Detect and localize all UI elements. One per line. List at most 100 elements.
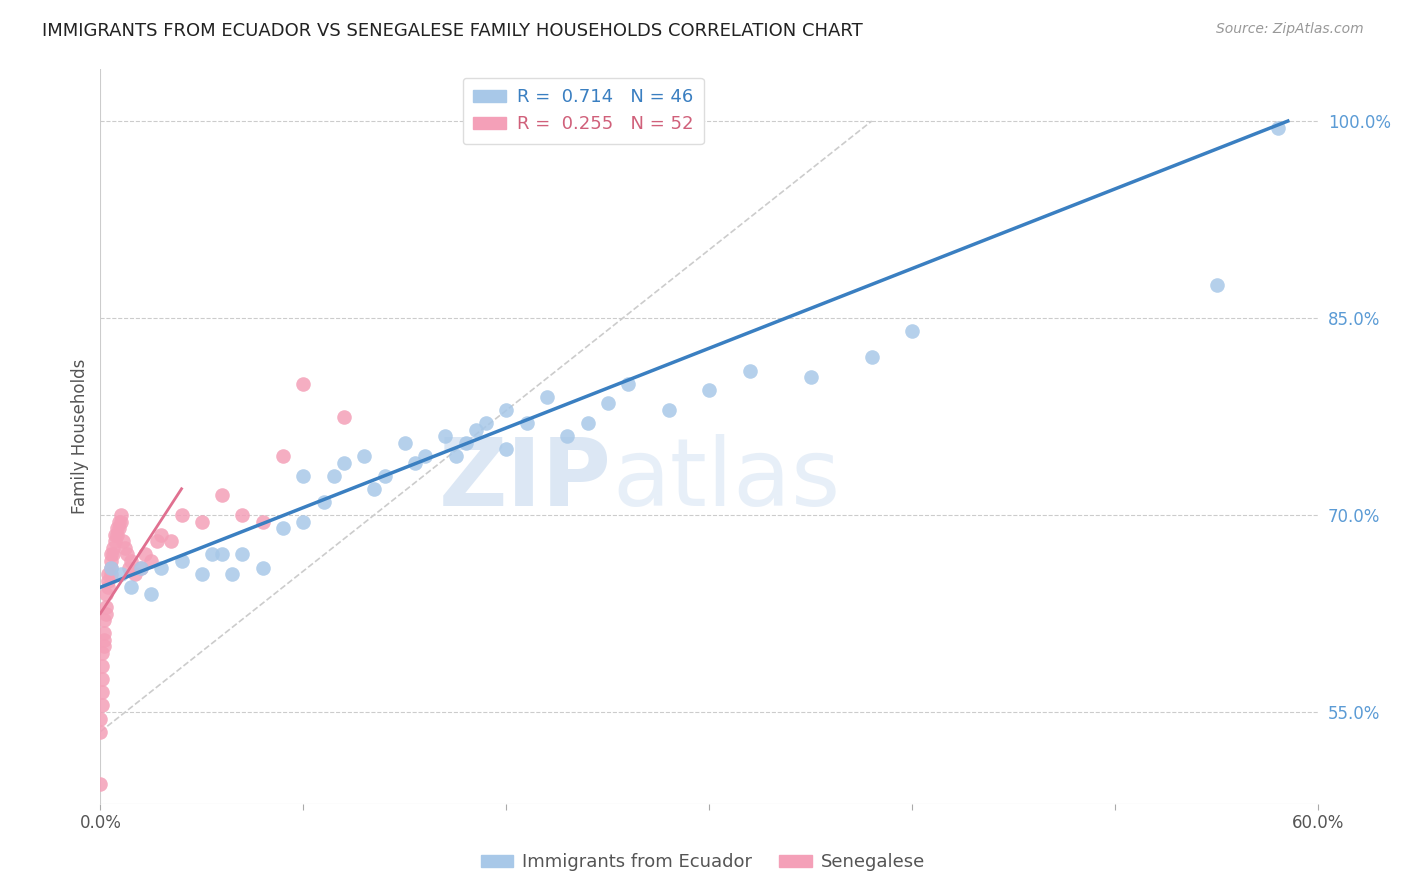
Point: [221, 567, 243, 582]
Point: [91, 672, 114, 686]
Point: [292, 376, 315, 391]
Point: [89, 777, 111, 791]
Point: [495, 442, 517, 457]
Point: [697, 384, 720, 398]
Point: [115, 548, 138, 562]
Point: [596, 396, 619, 410]
Point: [91, 685, 114, 699]
Point: [105, 521, 128, 535]
Point: [124, 567, 146, 582]
Point: [536, 390, 558, 404]
Point: [617, 376, 640, 391]
Point: [110, 567, 132, 582]
Point: [100, 548, 122, 562]
Point: [170, 508, 193, 522]
Point: [91, 698, 114, 713]
Text: ZIP: ZIP: [439, 434, 612, 526]
Point: [111, 534, 134, 549]
Point: [134, 548, 156, 562]
Point: [901, 324, 924, 338]
Point: [1267, 120, 1289, 135]
Point: [252, 515, 274, 529]
Point: [1205, 278, 1227, 293]
Point: [110, 508, 132, 522]
Point: [394, 435, 416, 450]
Point: [129, 560, 152, 574]
Point: [120, 554, 142, 568]
Point: [96, 599, 118, 614]
Point: [271, 521, 294, 535]
Point: [191, 515, 214, 529]
Point: [404, 456, 426, 470]
Point: [93, 640, 115, 654]
Point: [107, 521, 129, 535]
Point: [96, 587, 118, 601]
Point: [464, 423, 486, 437]
Point: [373, 468, 395, 483]
Point: [231, 508, 253, 522]
Point: [271, 449, 294, 463]
Point: [211, 548, 233, 562]
Point: [576, 416, 599, 430]
Point: [100, 560, 122, 574]
Point: [139, 587, 162, 601]
Point: [114, 541, 136, 555]
Point: [252, 560, 274, 574]
Point: [211, 488, 233, 502]
Point: [555, 429, 578, 443]
Point: [93, 626, 115, 640]
Point: [292, 468, 315, 483]
Point: [738, 363, 761, 377]
Point: [110, 515, 132, 529]
Point: [333, 456, 356, 470]
Point: [97, 567, 120, 582]
Point: [97, 580, 120, 594]
Point: [444, 449, 467, 463]
Point: [120, 580, 142, 594]
Point: [413, 449, 436, 463]
Point: [201, 548, 224, 562]
Point: [312, 495, 335, 509]
Point: [101, 548, 124, 562]
Point: [93, 613, 115, 627]
Point: [89, 724, 111, 739]
Point: [800, 370, 823, 384]
Point: [100, 560, 122, 574]
Point: [231, 548, 253, 562]
Point: [101, 541, 124, 555]
Y-axis label: Family Households: Family Households: [72, 359, 89, 514]
Point: [860, 351, 883, 365]
Text: Source: ZipAtlas.com: Source: ZipAtlas.com: [1216, 22, 1364, 37]
Point: [97, 574, 120, 588]
Point: [91, 646, 114, 660]
Legend: R =  0.714   N = 46, R =  0.255   N = 52: R = 0.714 N = 46, R = 0.255 N = 52: [463, 78, 704, 145]
Legend: Immigrants from Ecuador, Senegalese: Immigrants from Ecuador, Senegalese: [474, 847, 932, 879]
Point: [495, 403, 517, 417]
Point: [322, 468, 344, 483]
Point: [103, 534, 125, 549]
Point: [100, 554, 122, 568]
Point: [658, 403, 681, 417]
Point: [118, 560, 141, 574]
Text: atlas: atlas: [612, 434, 841, 526]
Point: [93, 632, 115, 647]
Point: [170, 554, 193, 568]
Point: [434, 429, 457, 443]
Point: [516, 416, 538, 430]
Point: [150, 527, 173, 541]
Point: [146, 534, 169, 549]
Point: [89, 712, 111, 726]
Point: [139, 554, 162, 568]
Point: [129, 560, 152, 574]
Point: [103, 527, 125, 541]
Point: [100, 567, 122, 582]
Point: [105, 527, 128, 541]
Point: [353, 449, 375, 463]
Point: [363, 482, 385, 496]
Point: [160, 534, 183, 549]
Point: [96, 607, 118, 621]
Point: [333, 409, 356, 424]
Point: [107, 515, 129, 529]
Text: IMMIGRANTS FROM ECUADOR VS SENEGALESE FAMILY HOUSEHOLDS CORRELATION CHART: IMMIGRANTS FROM ECUADOR VS SENEGALESE FA…: [42, 22, 863, 40]
Point: [454, 435, 477, 450]
